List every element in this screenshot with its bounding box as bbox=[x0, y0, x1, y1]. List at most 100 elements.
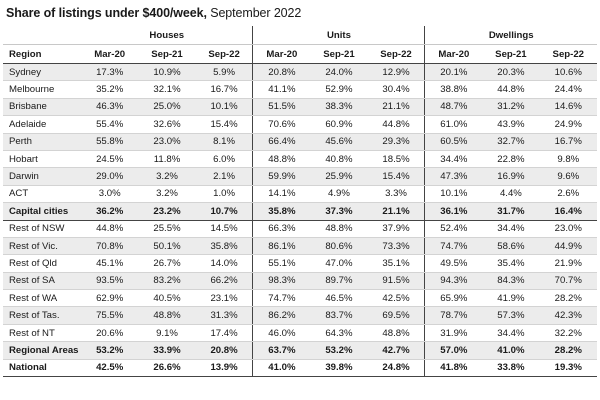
value-cell: 13.9% bbox=[195, 358, 253, 378]
value-cell: 60.9% bbox=[310, 115, 368, 134]
table-row: Melbourne 35.2% 32.1% 16.7% 41.1% 52.9% … bbox=[3, 80, 597, 99]
table-row: Sydney 17.3% 10.9% 5.9% 20.8% 24.0% 12.9… bbox=[3, 63, 597, 82]
region-cell: ACT bbox=[3, 185, 82, 204]
value-cell: 48.8% bbox=[310, 220, 368, 238]
value-cell: 31.3% bbox=[195, 306, 253, 325]
value-cell: 52.4% bbox=[424, 220, 483, 238]
value-cell: 34.4% bbox=[482, 324, 540, 343]
value-cell: 23.2% bbox=[138, 202, 196, 221]
value-cell: 57.3% bbox=[482, 306, 540, 325]
value-cell: 14.6% bbox=[539, 98, 597, 117]
value-cell: 6.0% bbox=[195, 150, 253, 169]
value-cell: 10.9% bbox=[138, 63, 196, 82]
value-cell: 23.0% bbox=[138, 133, 196, 151]
value-cell: 28.2% bbox=[539, 341, 597, 360]
value-cell: 20.8% bbox=[195, 341, 253, 360]
value-cell: 25.5% bbox=[138, 220, 196, 238]
column-header-period: Sep-22 bbox=[367, 44, 425, 64]
value-cell: 10.1% bbox=[424, 185, 483, 204]
value-cell: 86.1% bbox=[252, 237, 311, 256]
value-cell: 70.8% bbox=[81, 237, 139, 256]
value-cell: 16.9% bbox=[482, 167, 540, 186]
value-cell: 15.4% bbox=[367, 167, 425, 186]
value-cell: 41.1% bbox=[252, 80, 311, 99]
group-header-dwellings: Dwellings bbox=[424, 26, 597, 45]
value-cell: 3.0% bbox=[81, 185, 139, 204]
value-cell: 16.7% bbox=[195, 80, 253, 99]
value-cell: 53.2% bbox=[310, 341, 368, 360]
table-title: Share of listings under $400/week, Septe… bbox=[3, 2, 597, 26]
value-cell: 30.4% bbox=[367, 80, 425, 99]
value-cell: 2.1% bbox=[195, 167, 253, 186]
value-cell: 45.6% bbox=[310, 133, 368, 151]
column-header-period: Mar-20 bbox=[81, 44, 139, 64]
value-cell: 23.0% bbox=[539, 220, 597, 238]
value-cell: 38.8% bbox=[424, 80, 483, 99]
value-cell: 51.5% bbox=[252, 98, 311, 117]
value-cell: 58.6% bbox=[482, 237, 540, 256]
value-cell: 22.8% bbox=[482, 150, 540, 169]
value-cell: 44.8% bbox=[367, 115, 425, 134]
value-cell: 38.3% bbox=[310, 98, 368, 117]
table-row: Adelaide 55.4% 32.6% 15.4% 70.6% 60.9% 4… bbox=[3, 115, 597, 134]
value-cell: 59.9% bbox=[252, 167, 311, 186]
value-cell: 9.6% bbox=[539, 167, 597, 186]
value-cell: 31.9% bbox=[424, 324, 483, 343]
region-cell: Brisbane bbox=[3, 98, 82, 117]
value-cell: 11.8% bbox=[138, 150, 196, 169]
value-cell: 36.1% bbox=[424, 202, 483, 221]
value-cell: 46.0% bbox=[252, 324, 311, 343]
value-cell: 1.0% bbox=[195, 185, 253, 204]
value-cell: 14.0% bbox=[195, 254, 253, 273]
value-cell: 40.5% bbox=[138, 289, 196, 308]
region-cell: National bbox=[3, 358, 82, 378]
value-cell: 98.3% bbox=[252, 272, 311, 291]
region-cell: Rest of NSW bbox=[3, 220, 82, 238]
value-cell: 32.1% bbox=[138, 80, 196, 99]
value-cell: 83.2% bbox=[138, 272, 196, 291]
value-cell: 44.8% bbox=[81, 220, 139, 238]
value-cell: 24.5% bbox=[81, 150, 139, 169]
value-cell: 24.4% bbox=[539, 80, 597, 99]
value-cell: 55.1% bbox=[252, 254, 311, 273]
table-row: ACT 3.0% 3.2% 1.0% 14.1% 4.9% 3.3% 10.1%… bbox=[3, 185, 597, 204]
region-cell: Sydney bbox=[3, 63, 82, 82]
column-header-period: Mar-20 bbox=[424, 44, 483, 64]
value-cell: 16.7% bbox=[539, 133, 597, 151]
value-cell: 48.8% bbox=[138, 306, 196, 325]
region-cell: Capital cities bbox=[3, 202, 82, 221]
value-cell: 17.3% bbox=[81, 63, 139, 82]
column-header-period: Sep-22 bbox=[195, 44, 253, 64]
group-header-units: Units bbox=[252, 26, 425, 45]
region-cell: Regional Areas bbox=[3, 341, 82, 360]
value-cell: 23.1% bbox=[195, 289, 253, 308]
value-cell: 93.5% bbox=[81, 272, 139, 291]
value-cell: 32.2% bbox=[539, 324, 597, 343]
value-cell: 73.3% bbox=[367, 237, 425, 256]
value-cell: 5.9% bbox=[195, 63, 253, 82]
value-cell: 37.9% bbox=[367, 220, 425, 238]
listings-table: Houses Units Dwellings Region Mar-20 Sep… bbox=[3, 26, 597, 378]
value-cell: 80.6% bbox=[310, 237, 368, 256]
value-cell: 20.6% bbox=[81, 324, 139, 343]
region-cell: Adelaide bbox=[3, 115, 82, 134]
value-cell: 35.4% bbox=[482, 254, 540, 273]
value-cell: 14.1% bbox=[252, 185, 311, 204]
value-cell: 48.8% bbox=[252, 150, 311, 169]
value-cell: 62.9% bbox=[81, 289, 139, 308]
value-cell: 41.0% bbox=[252, 358, 311, 378]
table-row: Rest of SA 93.5% 83.2% 66.2% 98.3% 89.7%… bbox=[3, 272, 597, 291]
value-cell: 66.4% bbox=[252, 133, 311, 151]
table-row: Rest of WA 62.9% 40.5% 23.1% 74.7% 46.5%… bbox=[3, 289, 597, 308]
value-cell: 31.7% bbox=[482, 202, 540, 221]
table-row: Brisbane 46.3% 25.0% 10.1% 51.5% 38.3% 2… bbox=[3, 98, 597, 117]
value-cell: 26.6% bbox=[138, 358, 196, 378]
value-cell: 42.5% bbox=[81, 358, 139, 378]
value-cell: 8.1% bbox=[195, 133, 253, 151]
value-cell: 20.3% bbox=[482, 63, 540, 82]
value-cell: 32.7% bbox=[482, 133, 540, 151]
capital-cities-row: Capital cities 36.2% 23.2% 10.7% 35.8% 3… bbox=[3, 202, 597, 221]
group-header-spacer bbox=[3, 26, 82, 45]
value-cell: 9.1% bbox=[138, 324, 196, 343]
